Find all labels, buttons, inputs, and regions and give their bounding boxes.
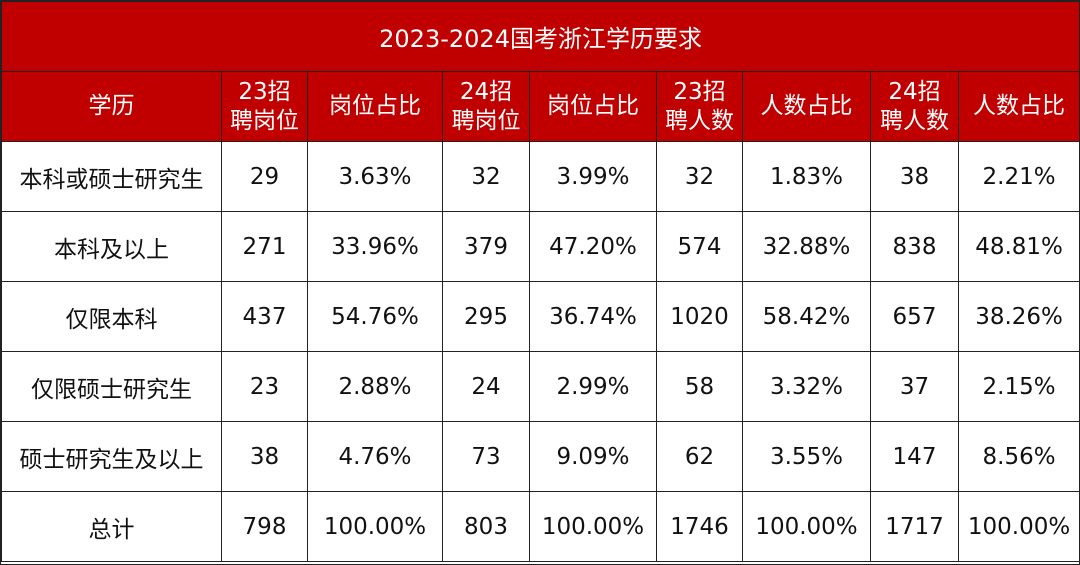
table-cell: 32.88% — [742, 211, 871, 282]
header-23-hire-share: 人数占比 — [742, 71, 871, 142]
table-cell: 1746 — [656, 491, 743, 562]
row-label: 仅限硕士研究生 — [1, 351, 222, 422]
table-cell: 54.76% — [307, 281, 443, 352]
row-label: 本科及以上 — [1, 211, 222, 282]
header-23-position-share: 岗位占比 — [307, 71, 443, 142]
table-cell: 838 — [870, 211, 959, 282]
table-cell: 37 — [870, 351, 959, 422]
table-cell: 803 — [442, 491, 530, 562]
table-cell: 58.42% — [742, 281, 871, 352]
table-cell: 574 — [656, 211, 743, 282]
table-cell: 48.81% — [957, 211, 1080, 282]
table-cell: 47.20% — [529, 211, 657, 282]
table-cell: 29 — [221, 141, 308, 212]
table-cell: 147 — [870, 421, 959, 492]
table-cell: 38 — [870, 141, 959, 212]
table-cell: 798 — [221, 491, 308, 562]
table-cell: 379 — [442, 211, 530, 282]
header-23-positions: 23招 聘岗位 — [221, 71, 308, 142]
table-cell: 32 — [442, 141, 530, 212]
table-cell: 32 — [656, 141, 743, 212]
table-cell: 23 — [221, 351, 308, 422]
table-cell: 437 — [221, 281, 308, 352]
row-label: 总计 — [1, 491, 222, 562]
table-title: 2023-2024国考浙江学历要求 — [0, 1, 1080, 72]
table-cell: 100.00% — [742, 491, 871, 562]
table-cell: 38.26% — [957, 281, 1080, 352]
table-row: 本科及以上 271 33.96% 379 47.20% 574 32.88% 8… — [1, 211, 1080, 282]
header-row: 学历 23招 聘岗位 岗位占比 24招 聘岗位 岗位占比 23招 聘人数 人数占比 2… — [1, 71, 1080, 142]
table-cell: 2.21% — [957, 141, 1080, 212]
row-label: 硕士研究生及以上 — [1, 421, 222, 492]
header-24-positions: 24招 聘岗位 — [442, 71, 530, 142]
table-cell: 9.09% — [529, 421, 657, 492]
header-24-position-share: 岗位占比 — [529, 71, 657, 142]
table-cell: 38 — [221, 421, 308, 492]
table-cell: 73 — [442, 421, 530, 492]
table-cell: 36.74% — [529, 281, 657, 352]
table-cell: 4.76% — [307, 421, 443, 492]
table-cell: 8.56% — [957, 421, 1080, 492]
table-cell: 3.63% — [307, 141, 443, 212]
table-cell: 295 — [442, 281, 530, 352]
table-cell: 3.32% — [742, 351, 871, 422]
table-cell: 100.00% — [307, 491, 443, 562]
table-cell: 58 — [656, 351, 743, 422]
header-23-hires: 23招 聘人数 — [656, 71, 743, 142]
row-label: 本科或硕士研究生 — [1, 141, 222, 212]
table-cell: 24 — [442, 351, 530, 422]
total-row: 总计 798 100.00% 803 100.00% 1746 100.00% … — [1, 491, 1080, 562]
table-cell: 100.00% — [529, 491, 657, 562]
table-cell: 62 — [656, 421, 743, 492]
table-cell: 2.88% — [307, 351, 443, 422]
header-education: 学历 — [1, 71, 222, 142]
table-cell: 1717 — [870, 491, 959, 562]
table-cell: 3.55% — [742, 421, 871, 492]
table-row: 硕士研究生及以上 38 4.76% 73 9.09% 62 3.55% 147 … — [1, 421, 1080, 492]
table-row: 仅限本科 437 54.76% 295 36.74% 1020 58.42% 6… — [1, 281, 1080, 352]
table-row: 本科或硕士研究生 29 3.63% 32 3.99% 32 1.83% 38 2… — [1, 141, 1080, 212]
header-24-hires: 24招 聘人数 — [870, 71, 959, 142]
table-cell: 657 — [870, 281, 959, 352]
table-cell: 33.96% — [307, 211, 443, 282]
table-cell: 271 — [221, 211, 308, 282]
header-24-hire-share: 人数占比 — [957, 71, 1080, 142]
table-cell: 100.00% — [957, 491, 1080, 562]
row-label: 仅限本科 — [1, 281, 222, 352]
table-cell: 1020 — [656, 281, 743, 352]
table-cell: 1.83% — [742, 141, 871, 212]
table-cell: 3.99% — [529, 141, 657, 212]
table-row: 仅限硕士研究生 23 2.88% 24 2.99% 58 3.32% 37 2.… — [1, 351, 1080, 422]
table-cell: 2.99% — [529, 351, 657, 422]
table-cell: 2.15% — [957, 351, 1080, 422]
